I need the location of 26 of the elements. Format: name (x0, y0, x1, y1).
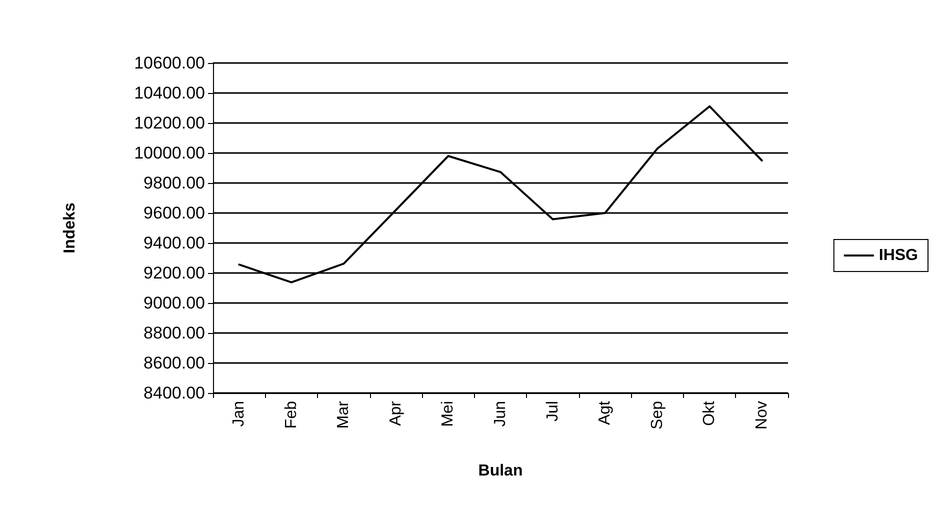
y-tick-label: 9600.00 (144, 204, 205, 222)
legend-label: IHSG (878, 247, 918, 264)
y-tick-label: 10200.00 (134, 114, 205, 132)
x-tick-label: Apr (387, 400, 404, 426)
y-tick-label: 9400.00 (144, 234, 205, 252)
x-tick-label: Sep (648, 400, 666, 430)
x-tick-label: Jun (492, 401, 509, 427)
y-tick-label: 9800.00 (144, 174, 205, 192)
y-tick-label: 9000.00 (144, 294, 205, 312)
y-tick-label: 10400.00 (134, 84, 205, 102)
x-axis-title: Bulan (478, 462, 523, 480)
y-tick-label: 10600.00 (134, 54, 205, 72)
y-tick-label: 10000.00 (134, 144, 205, 162)
x-tick-label: Mar (335, 400, 352, 429)
x-tick-label: Okt (701, 400, 718, 426)
x-tick-label: Feb (282, 400, 300, 429)
x-tick-label: Nov (753, 401, 770, 430)
y-tick-label: 8400.00 (144, 384, 205, 402)
y-tick-label: 8800.00 (144, 324, 205, 342)
y-tick-label: 9200.00 (144, 264, 205, 282)
x-tick-label: Jan (230, 401, 248, 427)
x-tick-label: Mei (440, 401, 457, 427)
x-tick-label: Jul (544, 401, 562, 422)
y-tick-label: 8600.00 (144, 354, 205, 372)
y-axis-title: Indeks (62, 202, 78, 254)
x-tick-label: Agt (596, 400, 614, 426)
